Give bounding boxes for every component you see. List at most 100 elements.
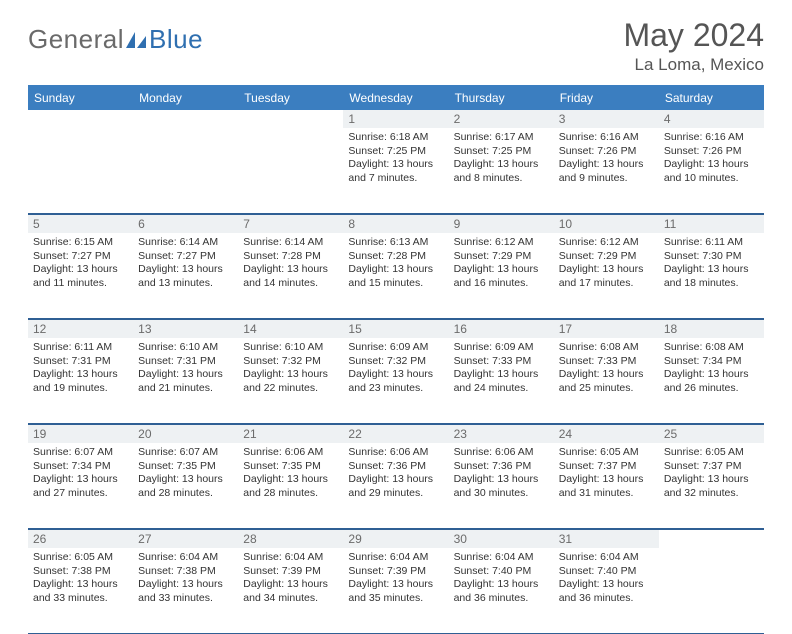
title-block: May 2024 La Loma, Mexico bbox=[623, 18, 764, 75]
dow-header: Wednesday bbox=[343, 87, 448, 110]
day-number: 24 bbox=[554, 424, 659, 443]
day-detail-line: and 10 minutes. bbox=[664, 172, 759, 185]
day-cell: Sunrise: 6:14 AMSunset: 7:27 PMDaylight:… bbox=[133, 233, 238, 319]
day-detail-line: Daylight: 13 hours bbox=[664, 473, 759, 486]
day-detail-line: Daylight: 13 hours bbox=[138, 368, 233, 381]
day-detail-line: and 36 minutes. bbox=[454, 592, 549, 605]
day-detail-line: Sunset: 7:33 PM bbox=[559, 355, 654, 368]
day-detail-line: Daylight: 13 hours bbox=[559, 263, 654, 276]
day-number: 8 bbox=[343, 214, 448, 233]
day-cell: Sunrise: 6:11 AMSunset: 7:31 PMDaylight:… bbox=[28, 338, 133, 424]
day-detail-line: Sunrise: 6:13 AM bbox=[348, 236, 443, 249]
day-detail-line: Daylight: 13 hours bbox=[243, 263, 338, 276]
day-detail-line: Daylight: 13 hours bbox=[664, 158, 759, 171]
day-cell: Sunrise: 6:04 AMSunset: 7:39 PMDaylight:… bbox=[343, 548, 448, 634]
day-detail-line: Daylight: 13 hours bbox=[138, 578, 233, 591]
day-cell: Sunrise: 6:09 AMSunset: 7:33 PMDaylight:… bbox=[449, 338, 554, 424]
day-detail-line: Sunrise: 6:04 AM bbox=[348, 551, 443, 564]
day-cell: Sunrise: 6:08 AMSunset: 7:33 PMDaylight:… bbox=[554, 338, 659, 424]
day-detail-line: Daylight: 13 hours bbox=[348, 263, 443, 276]
day-detail-line: Daylight: 13 hours bbox=[559, 158, 654, 171]
day-cell: Sunrise: 6:15 AMSunset: 7:27 PMDaylight:… bbox=[28, 233, 133, 319]
day-detail-line: Daylight: 13 hours bbox=[559, 473, 654, 486]
day-detail-line: Sunrise: 6:04 AM bbox=[559, 551, 654, 564]
day-detail-line: Daylight: 13 hours bbox=[454, 263, 549, 276]
day-detail-line: Sunset: 7:31 PM bbox=[138, 355, 233, 368]
day-detail-line: Daylight: 13 hours bbox=[138, 473, 233, 486]
day-detail-line: Sunset: 7:39 PM bbox=[348, 565, 443, 578]
day-detail-line: Daylight: 13 hours bbox=[348, 473, 443, 486]
day-number: 18 bbox=[659, 319, 764, 338]
day-detail-line: Sunset: 7:38 PM bbox=[138, 565, 233, 578]
day-detail-line: Daylight: 13 hours bbox=[454, 158, 549, 171]
day-cell: Sunrise: 6:12 AMSunset: 7:29 PMDaylight:… bbox=[554, 233, 659, 319]
day-number: 23 bbox=[449, 424, 554, 443]
day-detail-line: Sunrise: 6:08 AM bbox=[664, 341, 759, 354]
day-number: 31 bbox=[554, 529, 659, 548]
day-detail-line: and 32 minutes. bbox=[664, 487, 759, 500]
day-cell: Sunrise: 6:16 AMSunset: 7:26 PMDaylight:… bbox=[659, 128, 764, 214]
day-cell: Sunrise: 6:13 AMSunset: 7:28 PMDaylight:… bbox=[343, 233, 448, 319]
day-cell: Sunrise: 6:04 AMSunset: 7:38 PMDaylight:… bbox=[133, 548, 238, 634]
day-number: 14 bbox=[238, 319, 343, 338]
day-cell: Sunrise: 6:04 AMSunset: 7:40 PMDaylight:… bbox=[554, 548, 659, 634]
day-detail-line: Sunset: 7:38 PM bbox=[33, 565, 128, 578]
day-detail-line: Sunset: 7:28 PM bbox=[348, 250, 443, 263]
day-detail-line: Sunset: 7:36 PM bbox=[348, 460, 443, 473]
day-detail-line: Sunrise: 6:16 AM bbox=[664, 131, 759, 144]
day-detail-line: Daylight: 13 hours bbox=[348, 578, 443, 591]
day-detail-line: Sunrise: 6:09 AM bbox=[454, 341, 549, 354]
day-detail-line: Sunset: 7:39 PM bbox=[243, 565, 338, 578]
day-cell: Sunrise: 6:06 AMSunset: 7:36 PMDaylight:… bbox=[343, 443, 448, 529]
day-detail-line: and 30 minutes. bbox=[454, 487, 549, 500]
day-detail-line: Sunset: 7:29 PM bbox=[454, 250, 549, 263]
dow-header: Saturday bbox=[659, 87, 764, 110]
day-detail-line: and 11 minutes. bbox=[33, 277, 128, 290]
day-detail-line: Sunrise: 6:12 AM bbox=[454, 236, 549, 249]
day-detail-line: and 29 minutes. bbox=[348, 487, 443, 500]
day-detail-line: and 34 minutes. bbox=[243, 592, 338, 605]
day-number: 13 bbox=[133, 319, 238, 338]
day-number: 3 bbox=[554, 110, 659, 128]
day-cell: Sunrise: 6:18 AMSunset: 7:25 PMDaylight:… bbox=[343, 128, 448, 214]
brand-logo: General Blue bbox=[28, 18, 203, 55]
day-detail-line: Daylight: 13 hours bbox=[454, 368, 549, 381]
dow-header: Sunday bbox=[28, 87, 133, 110]
day-detail-line: Sunset: 7:25 PM bbox=[454, 145, 549, 158]
day-detail-line: and 25 minutes. bbox=[559, 382, 654, 395]
day-detail-line: and 13 minutes. bbox=[138, 277, 233, 290]
day-detail-line: Sunrise: 6:05 AM bbox=[559, 446, 654, 459]
day-detail-line: Sunrise: 6:14 AM bbox=[243, 236, 338, 249]
day-detail-line: and 16 minutes. bbox=[454, 277, 549, 290]
day-detail-line: Sunset: 7:31 PM bbox=[33, 355, 128, 368]
day-detail-line: Sunset: 7:37 PM bbox=[559, 460, 654, 473]
day-cell bbox=[659, 548, 764, 634]
day-cell: Sunrise: 6:10 AMSunset: 7:31 PMDaylight:… bbox=[133, 338, 238, 424]
day-detail-line: Sunrise: 6:11 AM bbox=[33, 341, 128, 354]
day-detail-line: Daylight: 13 hours bbox=[243, 578, 338, 591]
day-number: 5 bbox=[28, 214, 133, 233]
day-cell: Sunrise: 6:05 AMSunset: 7:37 PMDaylight:… bbox=[659, 443, 764, 529]
day-detail-line: Sunset: 7:40 PM bbox=[454, 565, 549, 578]
day-detail-line: Sunrise: 6:06 AM bbox=[348, 446, 443, 459]
dow-header: Tuesday bbox=[238, 87, 343, 110]
day-detail-line: Daylight: 13 hours bbox=[664, 368, 759, 381]
day-number: 26 bbox=[28, 529, 133, 548]
page-header: General Blue May 2024 La Loma, Mexico bbox=[28, 18, 764, 75]
day-detail-line: and 27 minutes. bbox=[33, 487, 128, 500]
day-detail-line: Daylight: 13 hours bbox=[33, 578, 128, 591]
day-detail-line: Sunrise: 6:07 AM bbox=[33, 446, 128, 459]
day-number: 6 bbox=[133, 214, 238, 233]
month-title: May 2024 bbox=[623, 18, 764, 53]
day-detail-line: and 8 minutes. bbox=[454, 172, 549, 185]
day-number: 9 bbox=[449, 214, 554, 233]
day-cell: Sunrise: 6:14 AMSunset: 7:28 PMDaylight:… bbox=[238, 233, 343, 319]
day-cell: Sunrise: 6:08 AMSunset: 7:34 PMDaylight:… bbox=[659, 338, 764, 424]
day-detail-line: Sunset: 7:30 PM bbox=[664, 250, 759, 263]
day-detail-line: and 33 minutes. bbox=[138, 592, 233, 605]
day-detail-line: Sunrise: 6:06 AM bbox=[454, 446, 549, 459]
day-detail-line: Sunset: 7:36 PM bbox=[454, 460, 549, 473]
calendar-grid: SundayMondayTuesdayWednesdayThursdayFrid… bbox=[28, 85, 764, 634]
day-number: 1 bbox=[343, 110, 448, 128]
day-cell: Sunrise: 6:06 AMSunset: 7:35 PMDaylight:… bbox=[238, 443, 343, 529]
